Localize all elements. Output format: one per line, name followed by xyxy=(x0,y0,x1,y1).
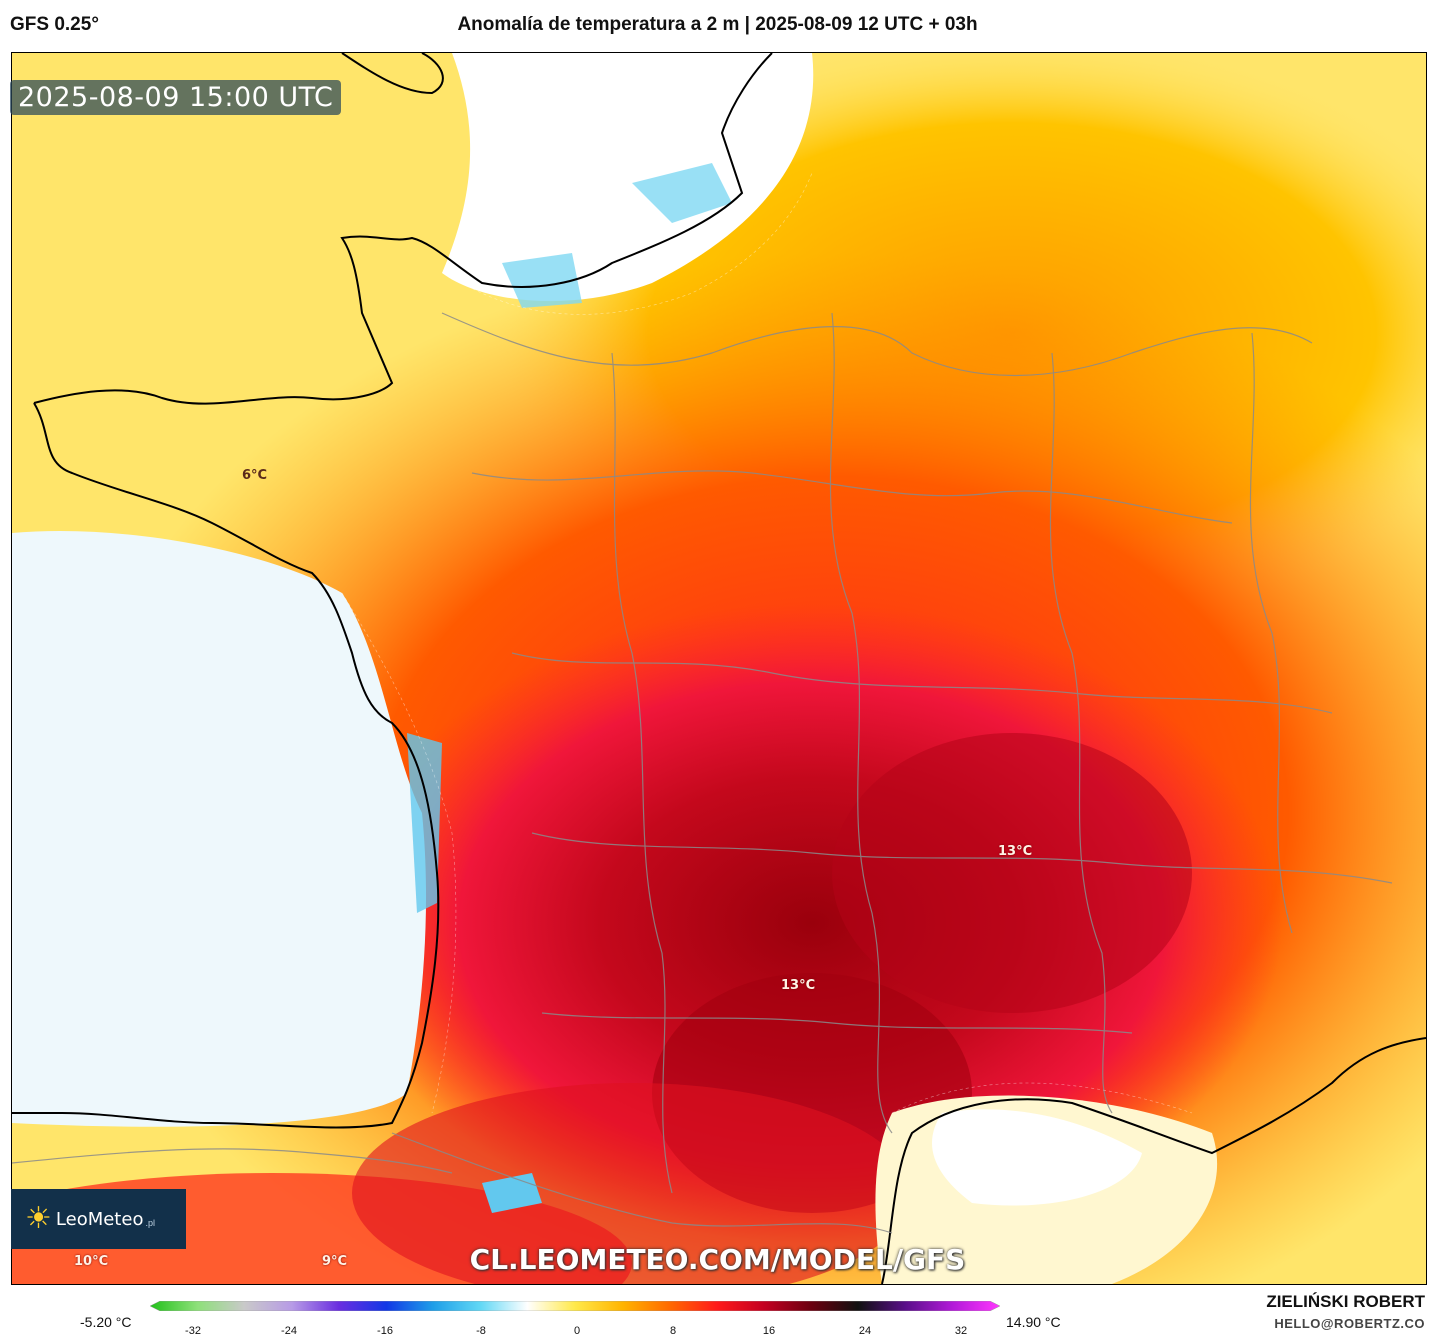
brand-name: LeoMeteo xyxy=(55,1208,144,1230)
author-contact[interactable]: HELLO@ROBERTZ.CO xyxy=(1274,1316,1425,1331)
legend-tick-label: 0 xyxy=(573,1325,581,1337)
channel-blue-spot xyxy=(632,163,732,223)
legend-tick-label: -16 xyxy=(377,1325,393,1337)
brand-tld: .pl xyxy=(145,1218,155,1228)
heat-core-zone-2 xyxy=(832,733,1192,1013)
coastlines xyxy=(12,53,1426,1284)
anomaly-label-spain-central: 9°C xyxy=(322,1254,348,1269)
legend-max-value: 14.90 °C xyxy=(1006,1314,1061,1330)
valid-time-badge: 2025-08-09 15:00 UTC xyxy=(10,80,342,115)
atlantic-cool-zone xyxy=(12,531,427,1127)
author-name: ZIELIŃSKI ROBERT xyxy=(1266,1292,1425,1311)
anomaly-label-rhone: 13°C xyxy=(998,844,1033,859)
sun-icon: ☀ xyxy=(25,1202,52,1235)
map-canvas xyxy=(12,53,1426,1284)
anomaly-label-brittany: 6°C xyxy=(242,468,268,483)
contour-lines xyxy=(341,172,1193,1114)
legend-tick-label: 8 xyxy=(669,1325,677,1337)
gulf-lion-white xyxy=(932,1109,1142,1206)
legend-tick-label: -32 xyxy=(185,1325,201,1337)
borders xyxy=(12,312,1393,1234)
channel-white-zone xyxy=(442,53,814,302)
legend-tick-label: 24 xyxy=(858,1325,872,1337)
legend-tick-label: 32 xyxy=(954,1325,968,1337)
legend-colorbar xyxy=(150,1301,1000,1311)
legend-tick-label: 16 xyxy=(762,1325,776,1337)
legend-min-value: -5.20 °C xyxy=(80,1314,132,1330)
channel-blue-spot-2 xyxy=(502,253,582,308)
legend-tick-label: -24 xyxy=(281,1325,297,1337)
landes-blue-strip xyxy=(407,733,442,913)
anomaly-label-massif-central: 13°C xyxy=(781,978,816,993)
source-url: CL.LEOMETEO.COM/MODEL/GFS xyxy=(469,1243,966,1276)
anomaly-label-spain-west: 10°C xyxy=(74,1254,109,1269)
anomaly-map[interactable]: 6°C 13°C 13°C 10°C 9°C xyxy=(11,52,1427,1285)
chart-title: Anomalía de temperatura a 2 m | 2025-08-… xyxy=(457,14,978,35)
legend-tick-label: -8 xyxy=(476,1325,486,1337)
model-label: GFS 0.25° xyxy=(10,14,99,35)
spain-heat-zone-2 xyxy=(352,1083,912,1284)
brand-logo[interactable]: ☀ LeoMeteo .pl xyxy=(11,1189,186,1249)
